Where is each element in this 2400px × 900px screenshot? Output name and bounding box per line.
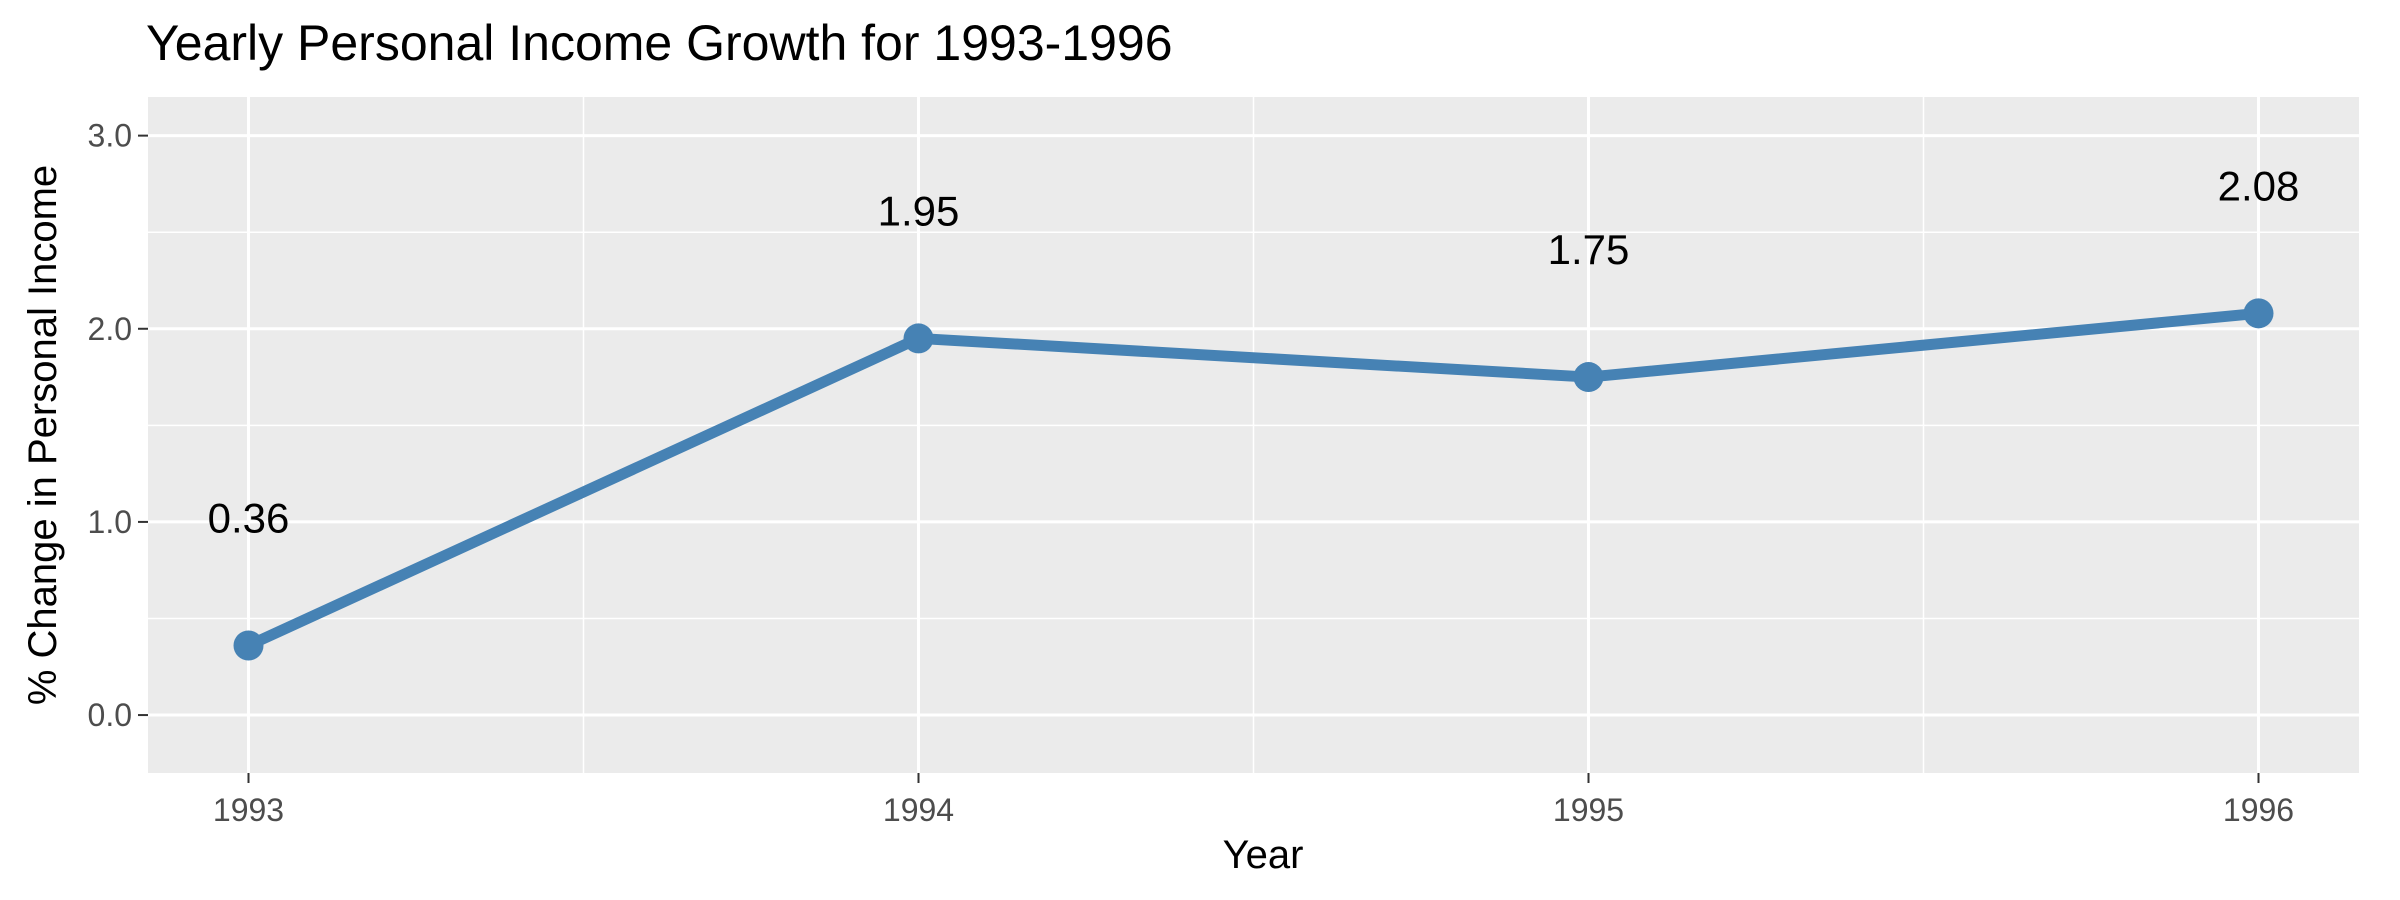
data-label: 1.95 (878, 187, 960, 234)
data-point (903, 323, 934, 354)
y-tick-label: 3.0 (88, 118, 132, 154)
data-label: 2.08 (2218, 162, 2300, 209)
data-point (233, 630, 264, 661)
data-point (1573, 362, 1604, 393)
data-label: 0.36 (208, 495, 290, 542)
x-tick-label: 1993 (213, 792, 284, 828)
data-label: 1.75 (1548, 226, 1630, 273)
chart-title: Yearly Personal Income Growth for 1993-1… (146, 15, 1173, 71)
series-line (243, 307, 2264, 652)
data-labels: 0.36 1.95 1.75 2.08 (208, 162, 2300, 541)
x-tick-label: 1994 (883, 792, 954, 828)
x-tick-label: 1995 (1553, 792, 1624, 828)
y-tick-label: 2.0 (88, 311, 132, 347)
y-tick-label: 1.0 (88, 504, 132, 540)
y-tick-label: 0.0 (88, 697, 132, 733)
data-point (2243, 298, 2274, 329)
axes: 0.0 1.0 2.0 3.0 1993 1994 1995 1996 (88, 118, 2295, 828)
x-tick-label: 1996 (2223, 792, 2294, 828)
series (233, 298, 2274, 661)
y-axis-title: % Change in Personal Income (21, 165, 65, 705)
x-axis-title: Year (1223, 833, 1304, 877)
